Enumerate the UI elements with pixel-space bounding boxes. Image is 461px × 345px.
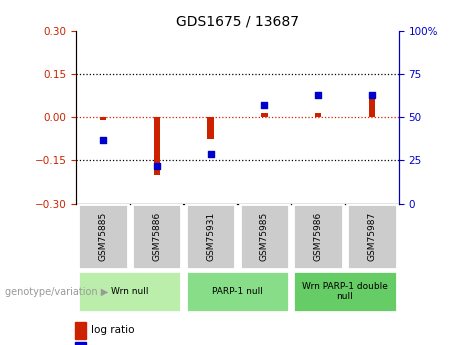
Point xyxy=(314,92,322,98)
Text: GSM75885: GSM75885 xyxy=(99,212,107,261)
Point xyxy=(207,151,214,156)
Bar xyxy=(186,271,289,312)
Bar xyxy=(293,271,396,312)
Text: GSM75931: GSM75931 xyxy=(206,212,215,261)
Bar xyxy=(78,271,182,312)
Text: Wrn PARP-1 double
null: Wrn PARP-1 double null xyxy=(302,282,388,301)
Point xyxy=(153,163,160,168)
Bar xyxy=(207,117,214,139)
Point xyxy=(260,102,268,108)
Text: GSM75886: GSM75886 xyxy=(152,212,161,261)
Bar xyxy=(75,342,86,345)
Text: GSM75985: GSM75985 xyxy=(260,212,269,261)
Bar xyxy=(75,322,86,339)
Text: genotype/variation ▶: genotype/variation ▶ xyxy=(5,287,108,296)
Point xyxy=(99,137,106,142)
Title: GDS1675 / 13687: GDS1675 / 13687 xyxy=(176,14,299,29)
Bar xyxy=(154,117,160,175)
Text: GSM75987: GSM75987 xyxy=(367,212,376,261)
Bar xyxy=(100,117,106,120)
Bar xyxy=(347,204,396,269)
Bar xyxy=(293,204,343,269)
Bar xyxy=(132,204,182,269)
Bar xyxy=(186,204,235,269)
Bar xyxy=(78,204,128,269)
Text: PARP-1 null: PARP-1 null xyxy=(212,287,263,296)
Text: Wrn null: Wrn null xyxy=(111,287,148,296)
Bar xyxy=(369,96,375,117)
Point xyxy=(368,92,376,98)
Text: GSM75986: GSM75986 xyxy=(313,212,323,261)
Bar xyxy=(261,113,267,117)
Bar xyxy=(315,113,321,117)
Text: log ratio: log ratio xyxy=(91,325,135,335)
Bar xyxy=(240,204,289,269)
